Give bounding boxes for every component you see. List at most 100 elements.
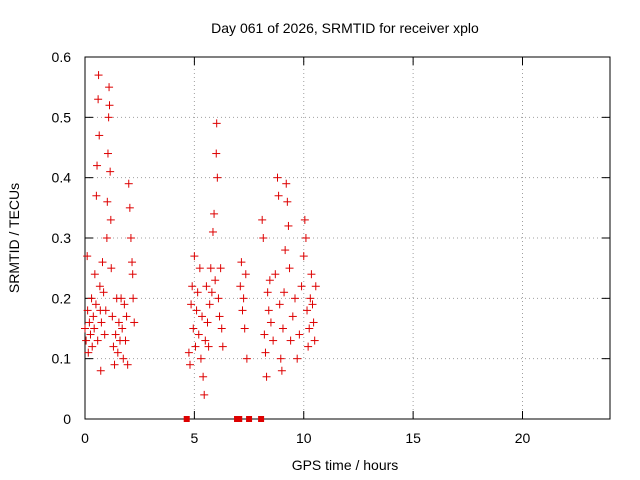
data-point <box>124 179 133 188</box>
data-point <box>104 113 113 122</box>
data-point <box>281 246 290 255</box>
data-point <box>187 300 196 309</box>
zero-point <box>246 416 253 422</box>
data-points <box>81 71 320 422</box>
data-point <box>129 294 138 303</box>
data-point <box>118 324 127 333</box>
data-point <box>202 282 211 291</box>
data-point <box>307 270 316 279</box>
data-point <box>198 312 207 321</box>
data-point <box>258 215 267 224</box>
data-point <box>99 288 108 297</box>
data-point <box>291 294 299 303</box>
data-point <box>125 203 134 212</box>
data-point <box>98 258 107 267</box>
zero-point <box>258 416 265 422</box>
data-point <box>120 300 129 309</box>
data-point <box>189 324 198 333</box>
data-point <box>217 324 226 333</box>
data-point <box>203 318 212 327</box>
x-axis-label: GPS time / hours <box>292 457 399 473</box>
x-tick-label: 5 <box>190 430 198 446</box>
data-point <box>283 197 292 206</box>
data-point <box>94 71 103 80</box>
data-point <box>90 270 99 279</box>
data-point <box>237 258 246 267</box>
data-point <box>297 282 306 291</box>
data-point <box>310 336 319 345</box>
data-point <box>242 354 251 363</box>
data-point <box>103 197 112 206</box>
data-point <box>186 360 194 369</box>
data-point <box>204 342 213 351</box>
data-point <box>108 312 117 321</box>
data-point <box>240 324 249 333</box>
data-point <box>273 173 282 182</box>
data-point <box>269 336 278 345</box>
data-point <box>196 354 205 363</box>
data-point <box>210 209 219 218</box>
data-point <box>84 348 93 357</box>
y-tick-label: 0.3 <box>52 230 72 246</box>
y-tick-label: 0 <box>63 411 71 427</box>
data-point <box>126 234 135 242</box>
data-point <box>100 330 109 339</box>
data-point <box>91 300 100 309</box>
data-point <box>308 300 317 309</box>
y-axis: 0 0.1 0.2 0.3 0.4 0.5 0.6 <box>52 49 610 427</box>
data-point <box>114 318 123 327</box>
data-point <box>239 294 248 303</box>
data-point <box>262 372 271 381</box>
data-point <box>86 330 95 339</box>
data-point <box>274 191 283 200</box>
data-point <box>96 366 105 375</box>
data-point <box>275 300 284 309</box>
y-tick-label: 0.1 <box>52 351 72 367</box>
data-point <box>122 312 131 321</box>
data-point <box>94 95 103 104</box>
data-point <box>218 342 227 351</box>
data-point <box>265 276 274 285</box>
y-tick-label: 0.2 <box>52 290 72 306</box>
data-point <box>276 354 285 363</box>
data-point <box>199 372 208 381</box>
data-point <box>305 324 314 333</box>
data-point <box>207 288 216 297</box>
data-point <box>105 83 114 92</box>
data-point <box>211 276 220 285</box>
x-tick-label: 15 <box>405 430 421 446</box>
data-point <box>105 101 114 110</box>
data-point <box>110 360 119 369</box>
data-point <box>121 336 130 345</box>
data-point <box>95 131 104 140</box>
data-point <box>97 318 106 327</box>
zero-point <box>236 416 243 422</box>
data-point <box>113 348 122 357</box>
data-point <box>206 264 215 273</box>
data-point <box>285 264 294 273</box>
data-point <box>208 227 217 236</box>
data-point <box>82 336 91 345</box>
data-point <box>200 390 209 399</box>
data-point <box>241 270 250 279</box>
data-point <box>88 342 97 351</box>
data-point <box>264 306 273 315</box>
data-point <box>280 288 289 297</box>
data-point <box>201 336 210 345</box>
data-point <box>236 282 245 291</box>
data-point <box>90 324 99 333</box>
data-point <box>288 312 297 321</box>
data-point <box>106 215 115 224</box>
data-point <box>119 354 128 363</box>
data-point <box>282 179 291 188</box>
data-point <box>192 306 201 315</box>
data-point <box>89 312 98 321</box>
data-point <box>101 306 110 315</box>
data-point <box>123 360 132 369</box>
data-point <box>109 342 118 351</box>
data-point <box>83 252 92 261</box>
data-point <box>107 264 116 273</box>
data-point <box>301 234 310 242</box>
x-tick-label: 10 <box>296 430 312 446</box>
